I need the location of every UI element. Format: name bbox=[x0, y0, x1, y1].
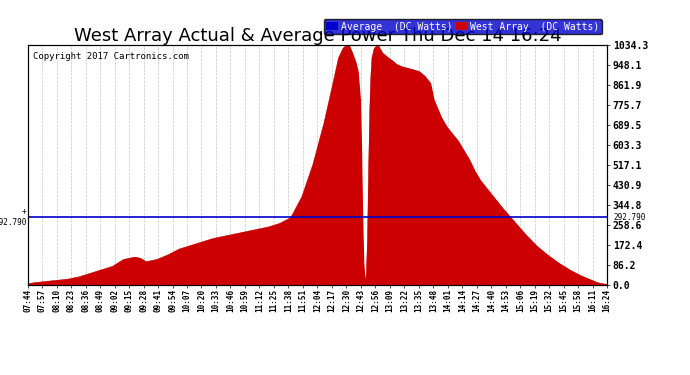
Text: +
292.790: + 292.790 bbox=[0, 207, 26, 227]
Legend: Average  (DC Watts), West Array  (DC Watts): Average (DC Watts), West Array (DC Watts… bbox=[324, 19, 602, 34]
Text: Copyright 2017 Cartronics.com: Copyright 2017 Cartronics.com bbox=[33, 52, 189, 61]
Title: West Array Actual & Average Power Thu Dec 14 16:24: West Array Actual & Average Power Thu De… bbox=[74, 27, 561, 45]
Text: 292.790: 292.790 bbox=[613, 213, 645, 222]
